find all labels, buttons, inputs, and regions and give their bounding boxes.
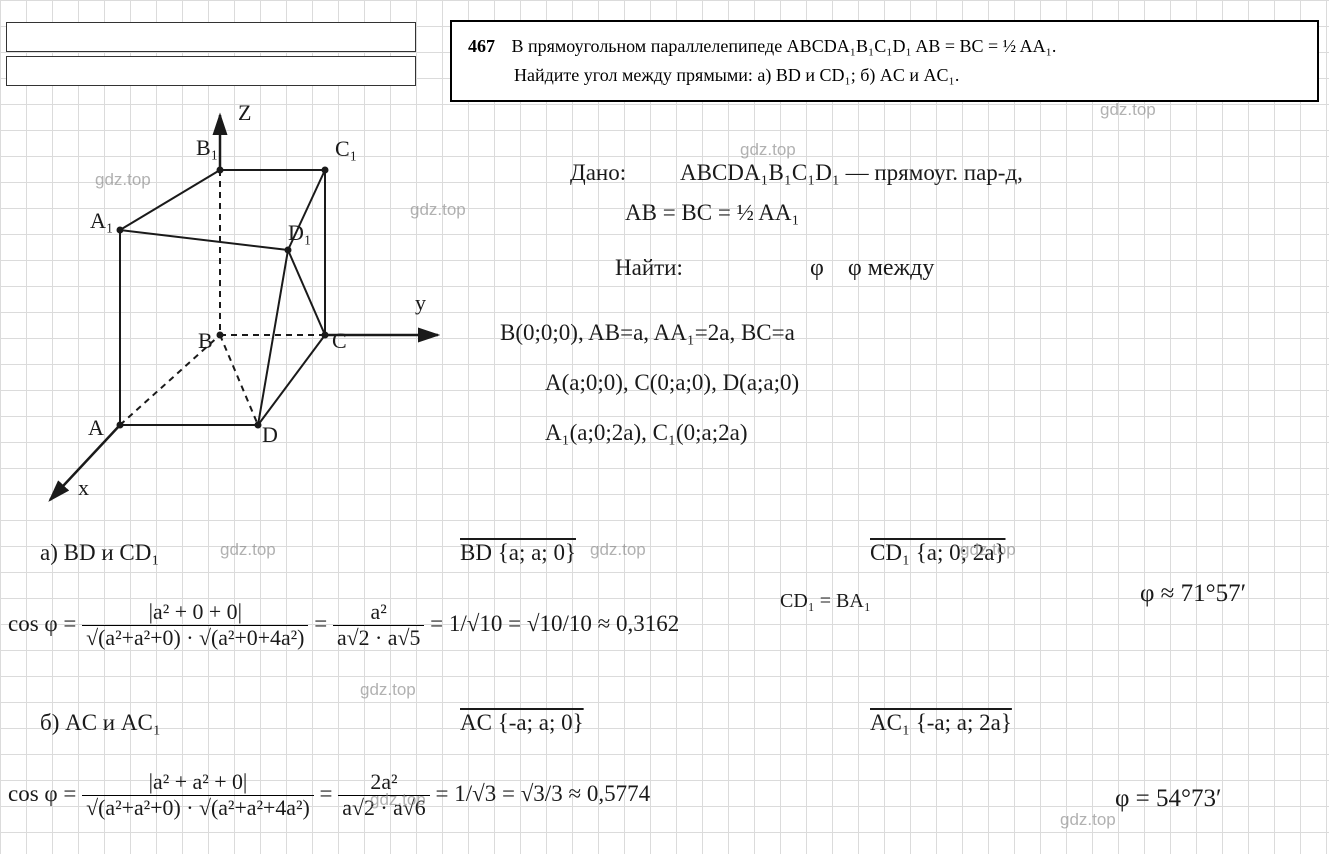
vec-bd: BD {a; a; 0} [460, 540, 576, 566]
cos-a: cos φ = |a² + 0 + 0| √(a²+a²+0) · √(a²+0… [8, 600, 679, 651]
cos-b: cos φ = |a² + a² + 0| √(a²+a²+0) · √(a²+… [8, 770, 650, 821]
svg-text:Z: Z [238, 100, 251, 125]
given-text1: ABCDA₁B₁C₁D₁ — прямоуг. пар-д, [680, 160, 1023, 186]
given-label: Дано: [570, 160, 626, 186]
part-a-label: а) BD и CD₁ [40, 540, 159, 566]
svg-text:C₁: C₁ [335, 136, 357, 161]
find-label: Найти: [615, 255, 683, 281]
svg-text:D: D [262, 422, 278, 447]
svg-text:A₁: A₁ [90, 208, 114, 233]
vec-ac: AC {-a; a; 0} [460, 710, 584, 736]
blank-label-1 [6, 22, 416, 52]
problem-statement: 467 В прямоугольном параллелепипеде ABCD… [450, 20, 1319, 102]
svg-text:B₁: B₁ [196, 135, 218, 160]
svg-text:B: B [198, 328, 213, 353]
blank-label-2 [6, 56, 416, 86]
diagram: Zy x B₁ C₁ A₁ D₁ B C A D [20, 100, 440, 500]
coords-1: B(0;0;0), AB=a, AA₁=2a, BC=a [500, 320, 795, 346]
svg-text:x: x [78, 475, 89, 500]
problem-number: 467 [468, 36, 495, 56]
svg-text:C: C [332, 328, 347, 353]
coords-3: A₁(a;0;2a), C₁(0;a;2a) [545, 420, 748, 446]
svg-text:A: A [88, 415, 104, 440]
part-b-label: б) AC и AC₁ [40, 710, 161, 736]
angle-b: φ = 54°73′ [1115, 785, 1222, 813]
vec-ac1: AC₁ {-a; a; 2a} [870, 710, 1012, 736]
parallelepiped-svg: Zy x B₁ C₁ A₁ D₁ B C A D [20, 100, 440, 510]
problem-text-1: В прямоугольном параллелепипеде ABCDA₁B₁… [512, 36, 1057, 56]
svg-text:D₁: D₁ [288, 220, 312, 245]
vec-note-a: CD₁ = BA₁ [780, 590, 871, 613]
find-text: φ φ между [810, 255, 934, 282]
problem-text-2: Найдите угол между прямыми: а) BD и CD₁;… [514, 65, 959, 85]
given-text2: AB = BC = ½ AA₁ [625, 200, 800, 226]
vec-cd1: CD₁ {a; 0; 2a} [870, 540, 1006, 566]
svg-text:y: y [415, 290, 426, 315]
coords-2: A(a;0;0), C(0;a;0), D(a;a;0) [545, 370, 799, 396]
angle-a: φ ≈ 71°57′ [1140, 580, 1246, 608]
